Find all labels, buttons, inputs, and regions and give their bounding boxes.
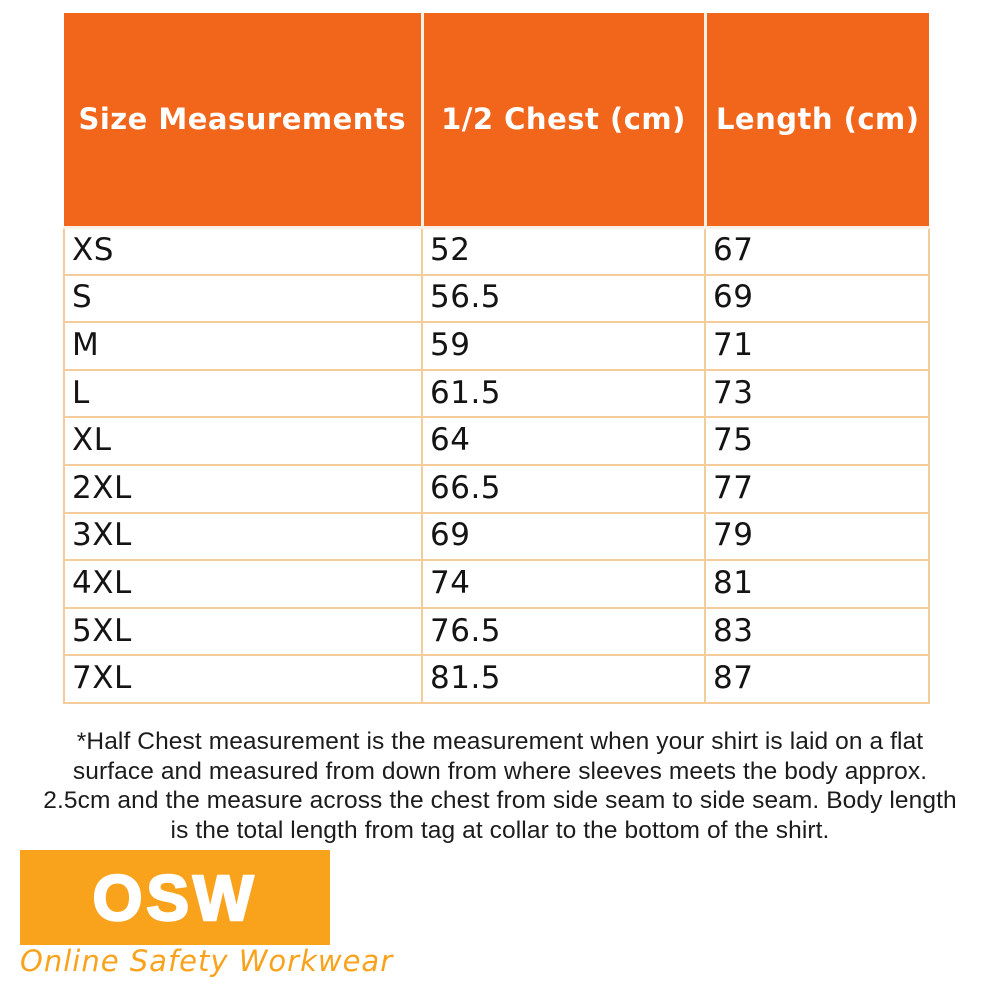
table-row: XS 52 67 [63,226,930,276]
chest-cell: 52 [421,226,706,276]
size-cell: 4XL [63,559,423,609]
length-cell: 83 [704,606,930,657]
footnote-line: is the total length from tag at collar t… [170,816,830,844]
column-header-length: Length (cm) [703,13,929,229]
size-cell: XS [63,226,423,276]
chest-cell: 69 [421,511,706,562]
column-header-size: Size Measurements [64,13,424,229]
size-chart-table: Size Measurements 1/2 Chest (cm) Length … [63,13,930,704]
length-cell: 73 [704,368,930,419]
osw-logo: OSW [20,850,330,945]
size-cell: 7XL [63,654,423,704]
chest-cell: 76.5 [421,606,706,657]
chest-cell: 61.5 [421,368,706,419]
table-header: Size Measurements 1/2 Chest (cm) Length … [64,13,929,229]
chest-cell: 74 [421,559,706,609]
table-row: M 59 71 [63,321,930,371]
osw-logo-acronym: OSW [91,860,258,935]
length-cell: 79 [704,511,930,562]
measurement-footnote: *Half Chest measurement is the measureme… [0,727,1000,845]
size-cell: 2XL [63,463,423,514]
footnote-line: 2.5cm and the measure across the chest f… [43,787,957,814]
table-row: 3XL 69 79 [63,511,930,562]
chest-cell: 56.5 [421,273,706,324]
table-row: 4XL 74 81 [63,559,930,609]
table-row: 7XL 81.5 87 [63,654,930,704]
length-cell: 75 [704,416,930,466]
table-row: XL 64 75 [63,416,930,466]
chest-cell: 66.5 [421,463,706,514]
table-row: 2XL 66.5 77 [63,463,930,514]
table-row: S 56.5 69 [63,273,930,324]
length-cell: 81 [704,559,930,609]
footnote-line: *Half Chest measurement is the measureme… [76,728,924,755]
length-cell: 87 [704,654,930,704]
size-cell: 3XL [63,511,423,562]
header-row: Size Measurements 1/2 Chest (cm) Length … [64,13,929,229]
table-row: L 61.5 73 [63,368,930,419]
osw-logo-tagline: Online Safety Workwear [20,944,394,978]
length-cell: 69 [704,273,930,324]
chest-cell: 81.5 [421,654,706,704]
length-cell: 71 [704,321,930,371]
footnote-line: surface and measured from down from wher… [72,757,928,785]
column-header-chest: 1/2 Chest (cm) [420,13,707,229]
chest-cell: 64 [421,416,706,466]
chest-cell: 59 [421,321,706,371]
size-cell: L [63,368,423,419]
length-cell: 67 [704,226,930,276]
size-cell: XL [63,416,423,466]
length-cell: 77 [704,463,930,514]
size-cell: S [63,273,423,324]
table-row: 5XL 76.5 83 [63,606,930,657]
size-cell: M [63,321,423,371]
table-body: XS 52 67 S 56.5 69 M 59 71 L 61.5 73 XL [63,226,930,704]
size-cell: 5XL [63,606,423,657]
